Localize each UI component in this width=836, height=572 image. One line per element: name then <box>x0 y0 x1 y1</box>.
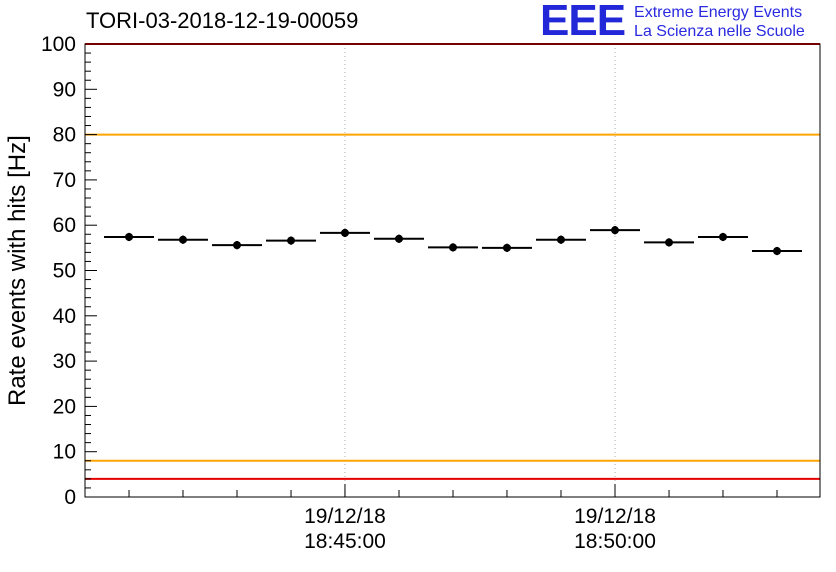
data-point <box>611 226 620 235</box>
chart-title: TORI-03-2018-12-19-00059 <box>86 8 359 33</box>
plot-frame <box>84 43 821 498</box>
data-point <box>773 247 782 256</box>
y-tick-label: 80 <box>53 124 76 147</box>
y-tick-label: 40 <box>53 305 76 328</box>
data-point <box>502 243 511 252</box>
y-tick-label: 50 <box>53 260 76 283</box>
y-tick-label: 70 <box>53 169 76 192</box>
y-tick-label: 0 <box>64 486 76 509</box>
grid-lines <box>344 44 616 497</box>
eee-logo-line-2: La Scienza nelle Scuole <box>634 23 805 40</box>
x-tick-label-time: 18:45:00 <box>304 530 386 553</box>
x-tick-label-date: 19/12/18 <box>304 505 386 528</box>
eee-logo-mark: EEE <box>540 0 626 45</box>
y-tick-label: 10 <box>53 441 76 464</box>
data-point <box>232 241 241 250</box>
eee-logo-line-1: Extreme Energy Events <box>634 4 803 21</box>
data-point <box>449 243 458 252</box>
series-rate-events-with-hits <box>104 226 802 256</box>
data-point <box>556 235 565 244</box>
eee-logo-text: Extreme Energy Events La Scienza nelle S… <box>634 1 805 41</box>
y-tick-label: 20 <box>53 395 76 418</box>
y-axis: 0 10 20 30 40 50 60 70 80 90 100 <box>41 33 97 509</box>
x-tick-label-time: 18:50:00 <box>574 530 656 553</box>
data-point <box>665 238 674 247</box>
data-point <box>340 228 349 237</box>
y-tick-label: 30 <box>53 350 76 373</box>
data-point <box>718 232 727 241</box>
data-point <box>287 236 296 245</box>
y-tick-label: 60 <box>53 214 76 237</box>
data-point <box>125 232 134 241</box>
x-tick-label-date: 19/12/18 <box>574 505 656 528</box>
y-tick-label: 100 <box>41 33 76 56</box>
data-point <box>178 235 187 244</box>
data-point <box>394 234 403 243</box>
threshold-lines <box>85 43 820 480</box>
eee-logo: EEE Extreme Energy Events La Scienza nel… <box>540 0 805 45</box>
y-tick-label: 90 <box>53 78 76 101</box>
